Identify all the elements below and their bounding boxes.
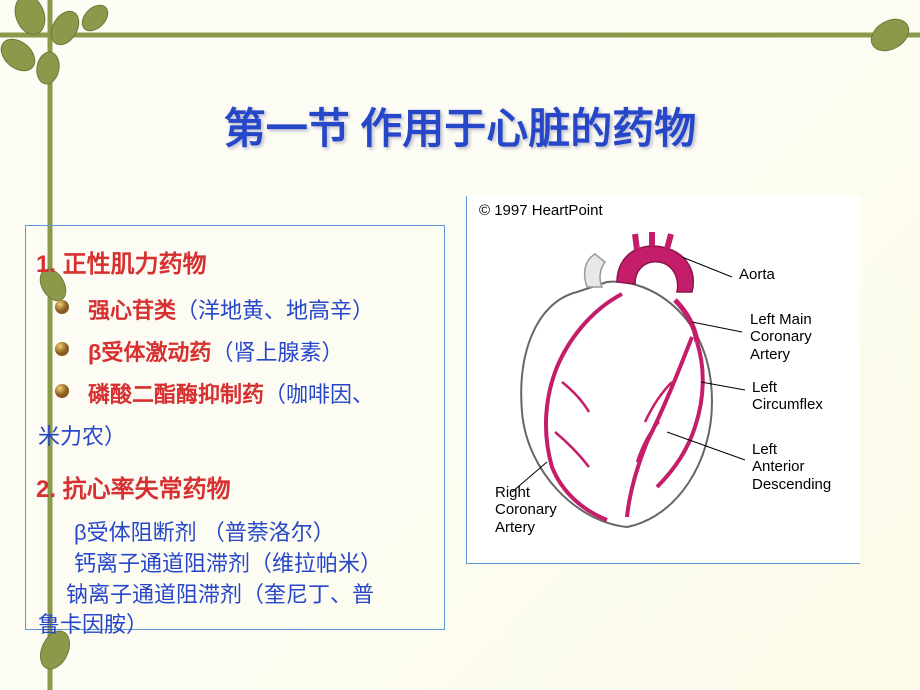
bullet-item-3: 磷酸二酯酶抑制药（咖啡因、 [36,377,434,409]
vine-corner-decoration [0,0,200,100]
vine-top-decoration [0,25,920,45]
drug-example-2: （肾上腺素） [211,340,343,365]
drug-name-1: 强心苷类 [88,298,176,323]
drug-example-1: （洋地黄、地高辛） [176,298,374,323]
bullet-item-1: 强心苷类（洋地黄、地高辛） [36,293,434,325]
section1-continuation: 米力农） [36,419,434,451]
section2-line-2: 钙离子通道阻滞剂（维拉帕米） [36,549,434,580]
drug-name-3: 磷酸二酯酶抑制药 [88,382,264,407]
section2-line-1: β受体阻断剂 （普萘洛尔） [36,518,434,549]
heart-anatomy-diagram: © 1997 HeartPoint Aorta Left Main Corona… [466,196,860,564]
section2-line-3: 钠离子通道阻滞剂（奎尼丁、普 [36,580,434,611]
drug-name-2: β受体激动药 [88,340,211,365]
label-left-circumflex: Left Circumflex [752,379,823,414]
section2-header: 2. 抗心率失常药物 [36,469,434,504]
slide-title: 第一节 作用于心脏的药物 [0,95,920,156]
section2-continuation: 鲁卡因胺） [36,610,434,641]
section1-header: 1. 正性肌力药物 [36,244,434,279]
drug-example-3: （咖啡因、 [264,382,374,407]
label-aorta: Aorta [739,266,775,283]
label-left-anterior: Left Anterior Descending [752,441,831,493]
vine-leaf-right [840,10,920,60]
drug-list-box: 1. 正性肌力药物 强心苷类（洋地黄、地高辛） β受体激动药（肾上腺素） 磷酸二… [25,225,445,630]
bullet-item-2: β受体激动药（肾上腺素） [36,335,434,367]
label-right-coronary: Right Coronary Artery [495,484,557,536]
sphere-bullet-icon [54,383,70,399]
label-left-main: Left Main Coronary Artery [750,311,812,363]
sphere-bullet-icon [54,299,70,315]
sphere-bullet-icon [54,341,70,357]
diagram-copyright: © 1997 HeartPoint [479,202,603,219]
